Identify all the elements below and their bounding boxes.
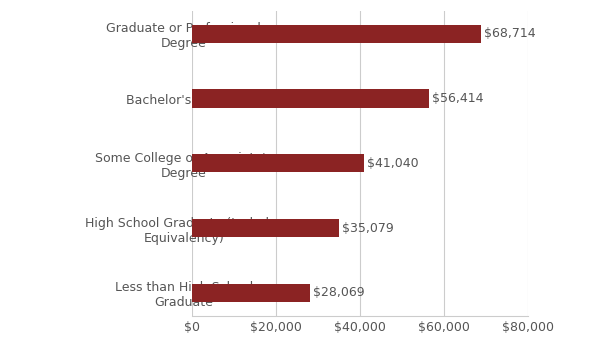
Bar [192,219,340,237]
Bar [192,154,364,172]
Text: $41,040: $41,040 [367,157,419,170]
Text: $28,069: $28,069 [313,286,364,299]
Text: $56,414: $56,414 [432,92,484,105]
Bar [192,25,481,43]
Text: $35,079: $35,079 [342,222,394,235]
Bar [192,89,429,108]
Text: $68,714: $68,714 [484,27,535,40]
Bar [192,284,310,302]
